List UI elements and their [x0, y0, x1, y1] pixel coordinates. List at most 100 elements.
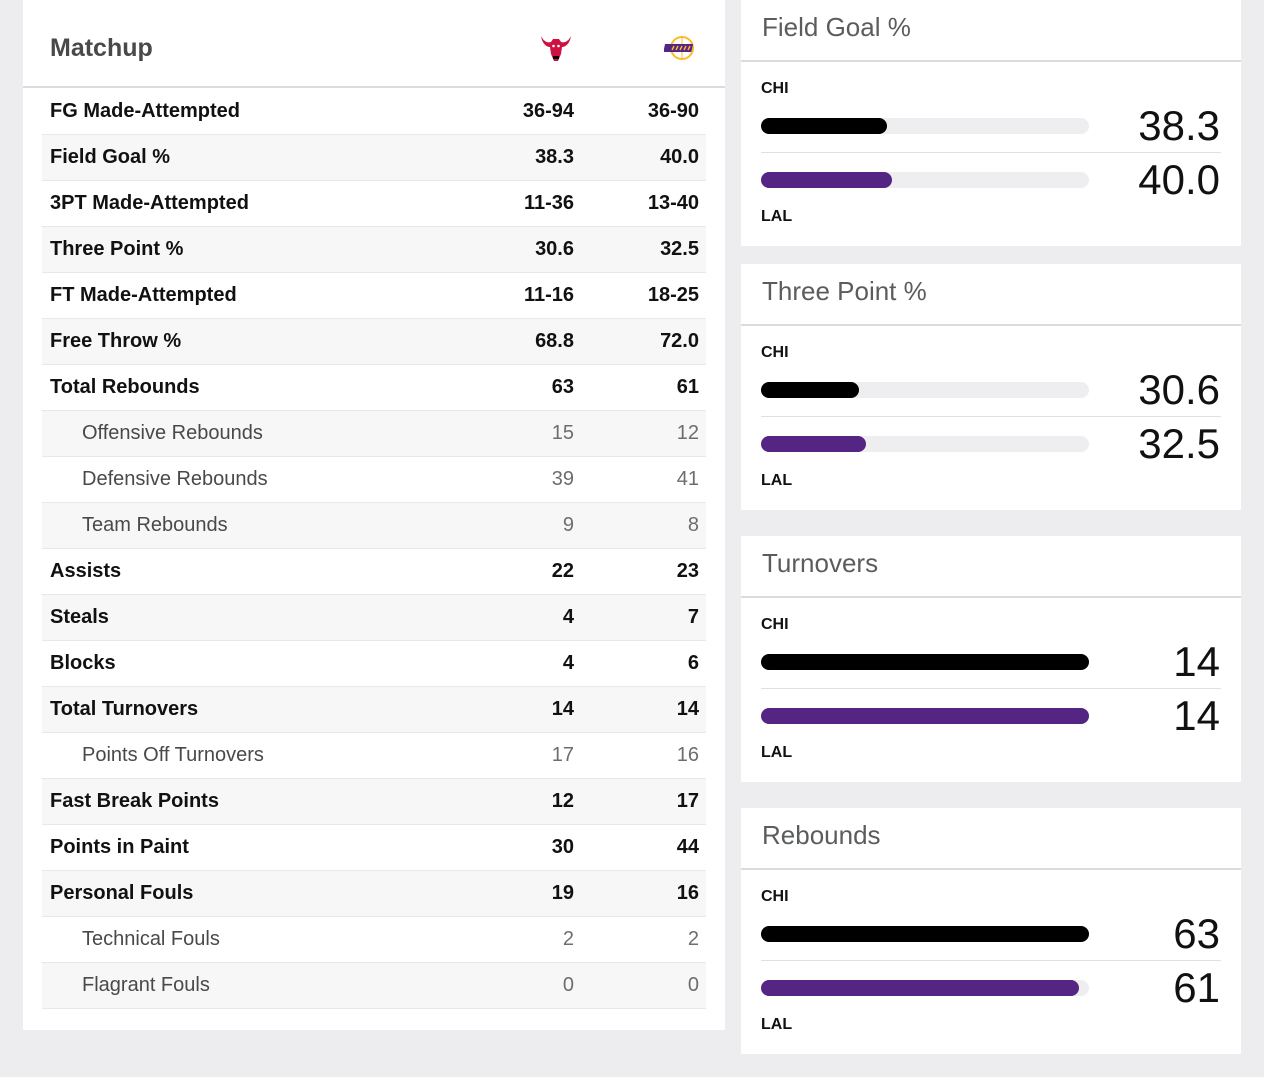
chi-value: 68.8 — [535, 330, 574, 352]
chi-value: 19 — [551, 882, 574, 904]
chi-value: 17 — [551, 744, 574, 766]
chi-value: 39 — [551, 468, 574, 490]
progress-track-chi — [761, 654, 1089, 670]
stat-card-title: Field Goal % — [762, 12, 911, 42]
matchup-header: Matchup — [23, 0, 725, 88]
table-row: Assists 22 23 — [42, 549, 706, 595]
stat-value-chi: 63 — [1173, 910, 1220, 957]
stat-value-lal: 32.5 — [1138, 420, 1220, 467]
table-row: Fast Break Points 12 17 — [42, 779, 706, 825]
stat-label: Flagrant Fouls — [82, 974, 210, 996]
progress-track-lal — [761, 436, 1089, 452]
team-label-chi: CHI — [761, 888, 789, 905]
table-row: Blocks 4 6 — [42, 641, 706, 687]
stat-value-lal: 61 — [1173, 964, 1220, 1011]
stat-label: Blocks — [50, 652, 116, 674]
team-label-chi: CHI — [761, 616, 789, 633]
stat-label: Personal Fouls — [50, 882, 194, 904]
team-label-chi: CHI — [761, 344, 789, 361]
matchup-title: Matchup — [50, 34, 153, 62]
table-row: Points Off Turnovers 17 16 — [42, 733, 706, 779]
lal-value: 0 — [687, 974, 699, 996]
team-label-chi: CHI — [761, 80, 789, 97]
divider — [761, 960, 1221, 961]
stat-value-chi: 38.3 — [1138, 102, 1220, 149]
progress-track-chi — [761, 926, 1089, 942]
chi-value: 11-36 — [523, 192, 574, 214]
progress-track-lal — [761, 708, 1089, 724]
lal-value: 23 — [676, 560, 699, 582]
table-row: Total Rebounds 63 61 — [42, 365, 706, 411]
table-row: Offensive Rebounds 15 12 — [42, 411, 706, 457]
lal-value: 14 — [676, 698, 699, 720]
divider — [761, 688, 1221, 689]
stat-card-body: CHI 63 61 LAL — [741, 870, 1241, 1054]
stat-label: Technical Fouls — [82, 928, 220, 950]
team-label-lal: LAL — [761, 208, 793, 225]
table-row: 3PT Made-Attempted 11-36 13-40 — [42, 181, 706, 227]
stat-label: 3PT Made-Attempted — [50, 192, 249, 214]
lal-value: 18-25 — [647, 284, 699, 306]
table-row: Defensive Rebounds 39 41 — [42, 457, 706, 503]
bulls-logo-icon[interactable] — [538, 30, 574, 66]
chi-value: 0 — [562, 974, 574, 996]
lal-value: 32.5 — [660, 238, 699, 260]
progress-fill-chi — [761, 654, 1089, 670]
stat-label: Assists — [50, 560, 122, 582]
progress-fill-lal — [761, 708, 1089, 724]
lakers-logo-icon[interactable] — [663, 30, 700, 66]
progress-track-lal — [761, 980, 1089, 996]
stat-label: Points in Paint — [50, 836, 189, 858]
stat-card-header: Three Point % — [741, 264, 1241, 326]
lal-value: 36-90 — [647, 100, 699, 122]
stat-label: Steals — [50, 606, 109, 628]
stat-card: Rebounds CHI 63 61 LAL — [741, 808, 1241, 1054]
table-row: Field Goal % 38.3 40.0 — [42, 135, 706, 181]
lal-value: 44 — [676, 836, 699, 858]
lal-value: 41 — [676, 468, 699, 490]
stat-card-header: Turnovers — [741, 536, 1241, 598]
progress-fill-chi — [761, 382, 860, 398]
table-row: Three Point % 30.6 32.5 — [42, 227, 706, 273]
lal-value: 61 — [676, 376, 699, 398]
stat-label: FG Made-Attempted — [50, 100, 240, 122]
progress-track-lal — [761, 172, 1089, 188]
stat-label: Free Throw % — [50, 330, 182, 352]
chi-value: 36-94 — [522, 100, 574, 122]
divider — [761, 416, 1221, 417]
table-row: Steals 4 7 — [42, 595, 706, 641]
lal-value: 2 — [687, 928, 699, 950]
stat-value-chi: 14 — [1173, 638, 1220, 685]
stat-card-body: CHI 38.3 40.0 LAL — [741, 62, 1241, 246]
stat-label: FT Made-Attempted — [50, 284, 237, 306]
stat-value-lal: 40.0 — [1138, 156, 1220, 203]
stat-label: Total Turnovers — [50, 698, 199, 720]
stat-label: Offensive Rebounds — [82, 422, 263, 444]
stat-value-chi: 30.6 — [1138, 366, 1220, 413]
divider — [761, 152, 1221, 153]
lal-value: 40.0 — [660, 146, 699, 168]
table-row: Team Rebounds 9 8 — [42, 503, 706, 549]
table-row: Flagrant Fouls 0 0 — [42, 963, 706, 1009]
chi-value: 11-16 — [523, 284, 574, 306]
matchup-table: FG Made-Attempted 36-94 36-90 Field Goal % 3… — [42, 89, 706, 1009]
stat-label: Three Point % — [50, 238, 184, 260]
stat-label: Team Rebounds — [82, 514, 228, 536]
chi-value: 22 — [551, 560, 574, 582]
chi-value: 14 — [551, 698, 574, 720]
stat-card-header: Field Goal % — [741, 0, 1241, 62]
table-row: Free Throw % 68.8 72.0 — [42, 319, 706, 365]
lal-value: 16 — [676, 744, 699, 766]
matchup-card: Matchup FG Made-Attempted 36-94 36-90 Field… — [23, 0, 725, 1030]
table-row: Points in Paint 30 44 — [42, 825, 706, 871]
chi-value: 15 — [551, 422, 574, 444]
chi-value: 38.3 — [535, 146, 574, 168]
table-row: Total Turnovers 14 14 — [42, 687, 706, 733]
table-row: Personal Fouls 19 16 — [42, 871, 706, 917]
lal-value: 7 — [687, 606, 699, 628]
stat-label: Points Off Turnovers — [82, 744, 264, 766]
stat-card: Three Point % CHI 30.6 32.5 LAL — [741, 264, 1241, 510]
stat-card-title: Rebounds — [762, 820, 881, 850]
stat-card: Turnovers CHI 14 14 LAL — [741, 536, 1241, 782]
lal-value: 13-40 — [647, 192, 699, 214]
